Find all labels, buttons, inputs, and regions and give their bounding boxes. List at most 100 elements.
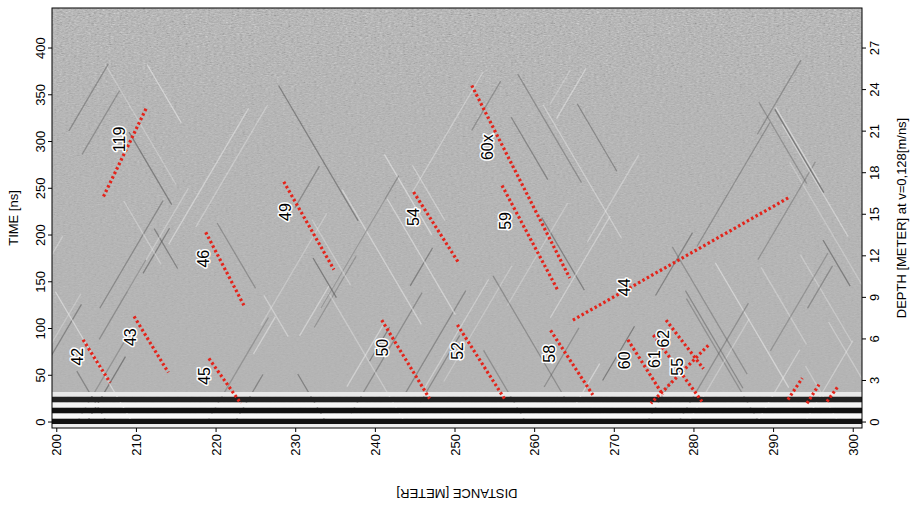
streak (313, 258, 336, 298)
y2-tick (862, 380, 866, 381)
streak (261, 213, 327, 325)
streak (55, 292, 131, 422)
streak (129, 132, 172, 205)
y-tick-label: 350 (33, 84, 48, 106)
streak (685, 291, 742, 389)
streak (511, 117, 548, 179)
x-tick-label: 290 (766, 434, 781, 456)
y-tick-label: 150 (33, 271, 48, 293)
y-tick (48, 48, 52, 49)
direct-wave-band (52, 419, 862, 424)
plot-background (52, 8, 862, 428)
x-tick (56, 428, 57, 432)
reflection-line (827, 387, 837, 401)
x-tick-label: 240 (368, 434, 383, 456)
streak (587, 155, 638, 242)
y-tick-label: 200 (33, 224, 48, 246)
reflection-line (573, 198, 789, 320)
streak (384, 154, 431, 235)
streak (761, 268, 806, 345)
x-tick-label: 200 (49, 434, 64, 456)
reflection-label: 45 (196, 367, 213, 385)
reflection-line (284, 182, 334, 270)
streak (254, 317, 276, 354)
x-tick-label: 260 (527, 434, 542, 456)
x-tick-label: 250 (448, 434, 463, 456)
y2-tick (862, 255, 866, 256)
reflection-line (382, 320, 430, 399)
y-tick (48, 328, 52, 329)
y2-tick-label: 24 (867, 82, 882, 96)
x-tick (773, 428, 774, 432)
reflection-label: 42 (69, 348, 86, 366)
reflection-label: 119 (111, 127, 128, 153)
streak (472, 81, 501, 130)
reflection-lines (83, 85, 837, 403)
y-tick (48, 281, 52, 282)
x-axis-title: DISTANCE [METER] (396, 486, 517, 501)
reflection-line (206, 232, 245, 307)
y2-tick (862, 214, 866, 215)
streak (410, 248, 432, 286)
y2-tick-label: 6 (867, 335, 882, 342)
reflection-line (83, 340, 110, 383)
reflection-line (502, 185, 558, 290)
y2-tick-label: 3 (867, 377, 882, 384)
streak (147, 65, 181, 123)
y2-tick (862, 131, 866, 132)
streak (800, 255, 851, 342)
y-tick-label: 400 (33, 37, 48, 59)
y2-tick-label: 27 (867, 41, 882, 55)
streak (412, 72, 483, 192)
streak (321, 176, 399, 309)
streak (770, 253, 827, 351)
x-tick-label: 230 (288, 434, 303, 456)
y-tick (48, 235, 52, 236)
x-tick-label: 300 (846, 434, 861, 456)
streak (424, 279, 489, 389)
y-tick-label: 300 (33, 131, 48, 153)
streak (314, 256, 356, 327)
streak (52, 236, 63, 349)
streak (279, 86, 359, 221)
streak (807, 266, 832, 308)
chart: 2002102202302402502602702802903000501001… (0, 0, 916, 505)
streak (759, 102, 807, 183)
y2-tick-label: 0 (867, 418, 882, 425)
noise (52, 8, 862, 428)
reflection-label: 61 (646, 350, 663, 368)
x-tick (853, 428, 854, 432)
reflection-line (414, 192, 459, 262)
reflection-label: 58 (541, 345, 558, 363)
streak (387, 199, 455, 315)
reflection-line (472, 85, 570, 278)
y-tick (48, 141, 52, 142)
streak (217, 223, 255, 288)
x-tick (216, 428, 217, 432)
reflection-label: 59 (497, 212, 514, 230)
reflection-label: 50 (374, 339, 391, 357)
streak (603, 326, 635, 380)
streak (493, 276, 566, 400)
reflection-label: 52 (449, 342, 466, 360)
streak (542, 218, 585, 291)
streak (776, 108, 820, 183)
reflection-line (807, 385, 819, 404)
streak (550, 216, 610, 318)
direct-wave-band (52, 408, 862, 413)
reflection-label: 54 (405, 208, 422, 226)
x-tick-label: 270 (607, 434, 622, 456)
y-tick-label: 0 (33, 418, 48, 425)
y-tick-label: 100 (33, 318, 48, 340)
streak (775, 109, 824, 192)
streak (264, 295, 288, 336)
y-tick-label: 250 (33, 177, 48, 199)
reflection-label: 60 (616, 351, 633, 369)
streak (672, 247, 747, 374)
x-tick-label: 280 (686, 434, 701, 456)
reflection-label: 43 (122, 328, 139, 346)
y2-tick-label: 21 (867, 124, 882, 138)
direct-wave-band (52, 414, 862, 418)
reflection-label: 55 (669, 358, 686, 376)
plot-frame (52, 8, 862, 428)
